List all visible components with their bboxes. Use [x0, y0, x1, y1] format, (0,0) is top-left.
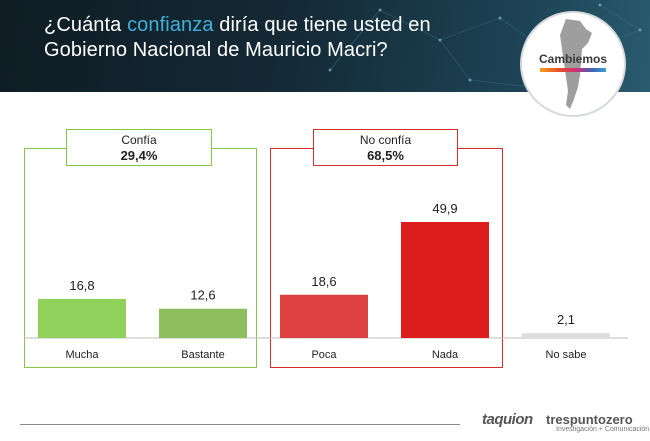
data-label: 18,6 [311, 274, 336, 289]
group-value: 68,5% [367, 148, 404, 163]
category-label: Nada [432, 349, 459, 361]
bar-mucha [38, 298, 126, 338]
bar-poca [280, 294, 368, 338]
logo-color-bar [540, 68, 606, 72]
title-highlight: confianza [127, 14, 214, 36]
category-label: Bastante [181, 349, 224, 361]
bar-bastante [159, 308, 247, 338]
group-name: No confía [359, 133, 412, 147]
group-name: Confía [121, 133, 157, 147]
bar-nada [401, 222, 489, 338]
group-label-no-confia: No confía 68,5% [313, 129, 458, 166]
taquion-logo: taquion [482, 411, 533, 428]
page-title: ¿Cuánta confianza diría que tiene usted … [44, 14, 431, 61]
data-label: 49,9 [432, 201, 457, 216]
cambiemos-logo: Cambiemos [522, 13, 624, 115]
data-label: 12,6 [190, 288, 215, 303]
group-label-confia: Confía 29,4% [66, 129, 212, 166]
bar-no-sabe [522, 333, 610, 338]
category-label: No sabe [546, 349, 587, 361]
data-label: 2,1 [557, 312, 575, 327]
logo-text: Cambiemos [538, 52, 608, 66]
trespuntozero-tagline: Investigación + Comunicación [556, 426, 650, 433]
argentina-map-icon [560, 19, 592, 109]
category-label: Poca [311, 349, 337, 361]
trespuntozero-logo: trespuntozero [546, 412, 633, 427]
category-label: Mucha [65, 349, 99, 361]
footer-divider [20, 424, 460, 425]
data-label: 16,8 [69, 278, 94, 293]
group-value: 29,4% [120, 148, 158, 163]
